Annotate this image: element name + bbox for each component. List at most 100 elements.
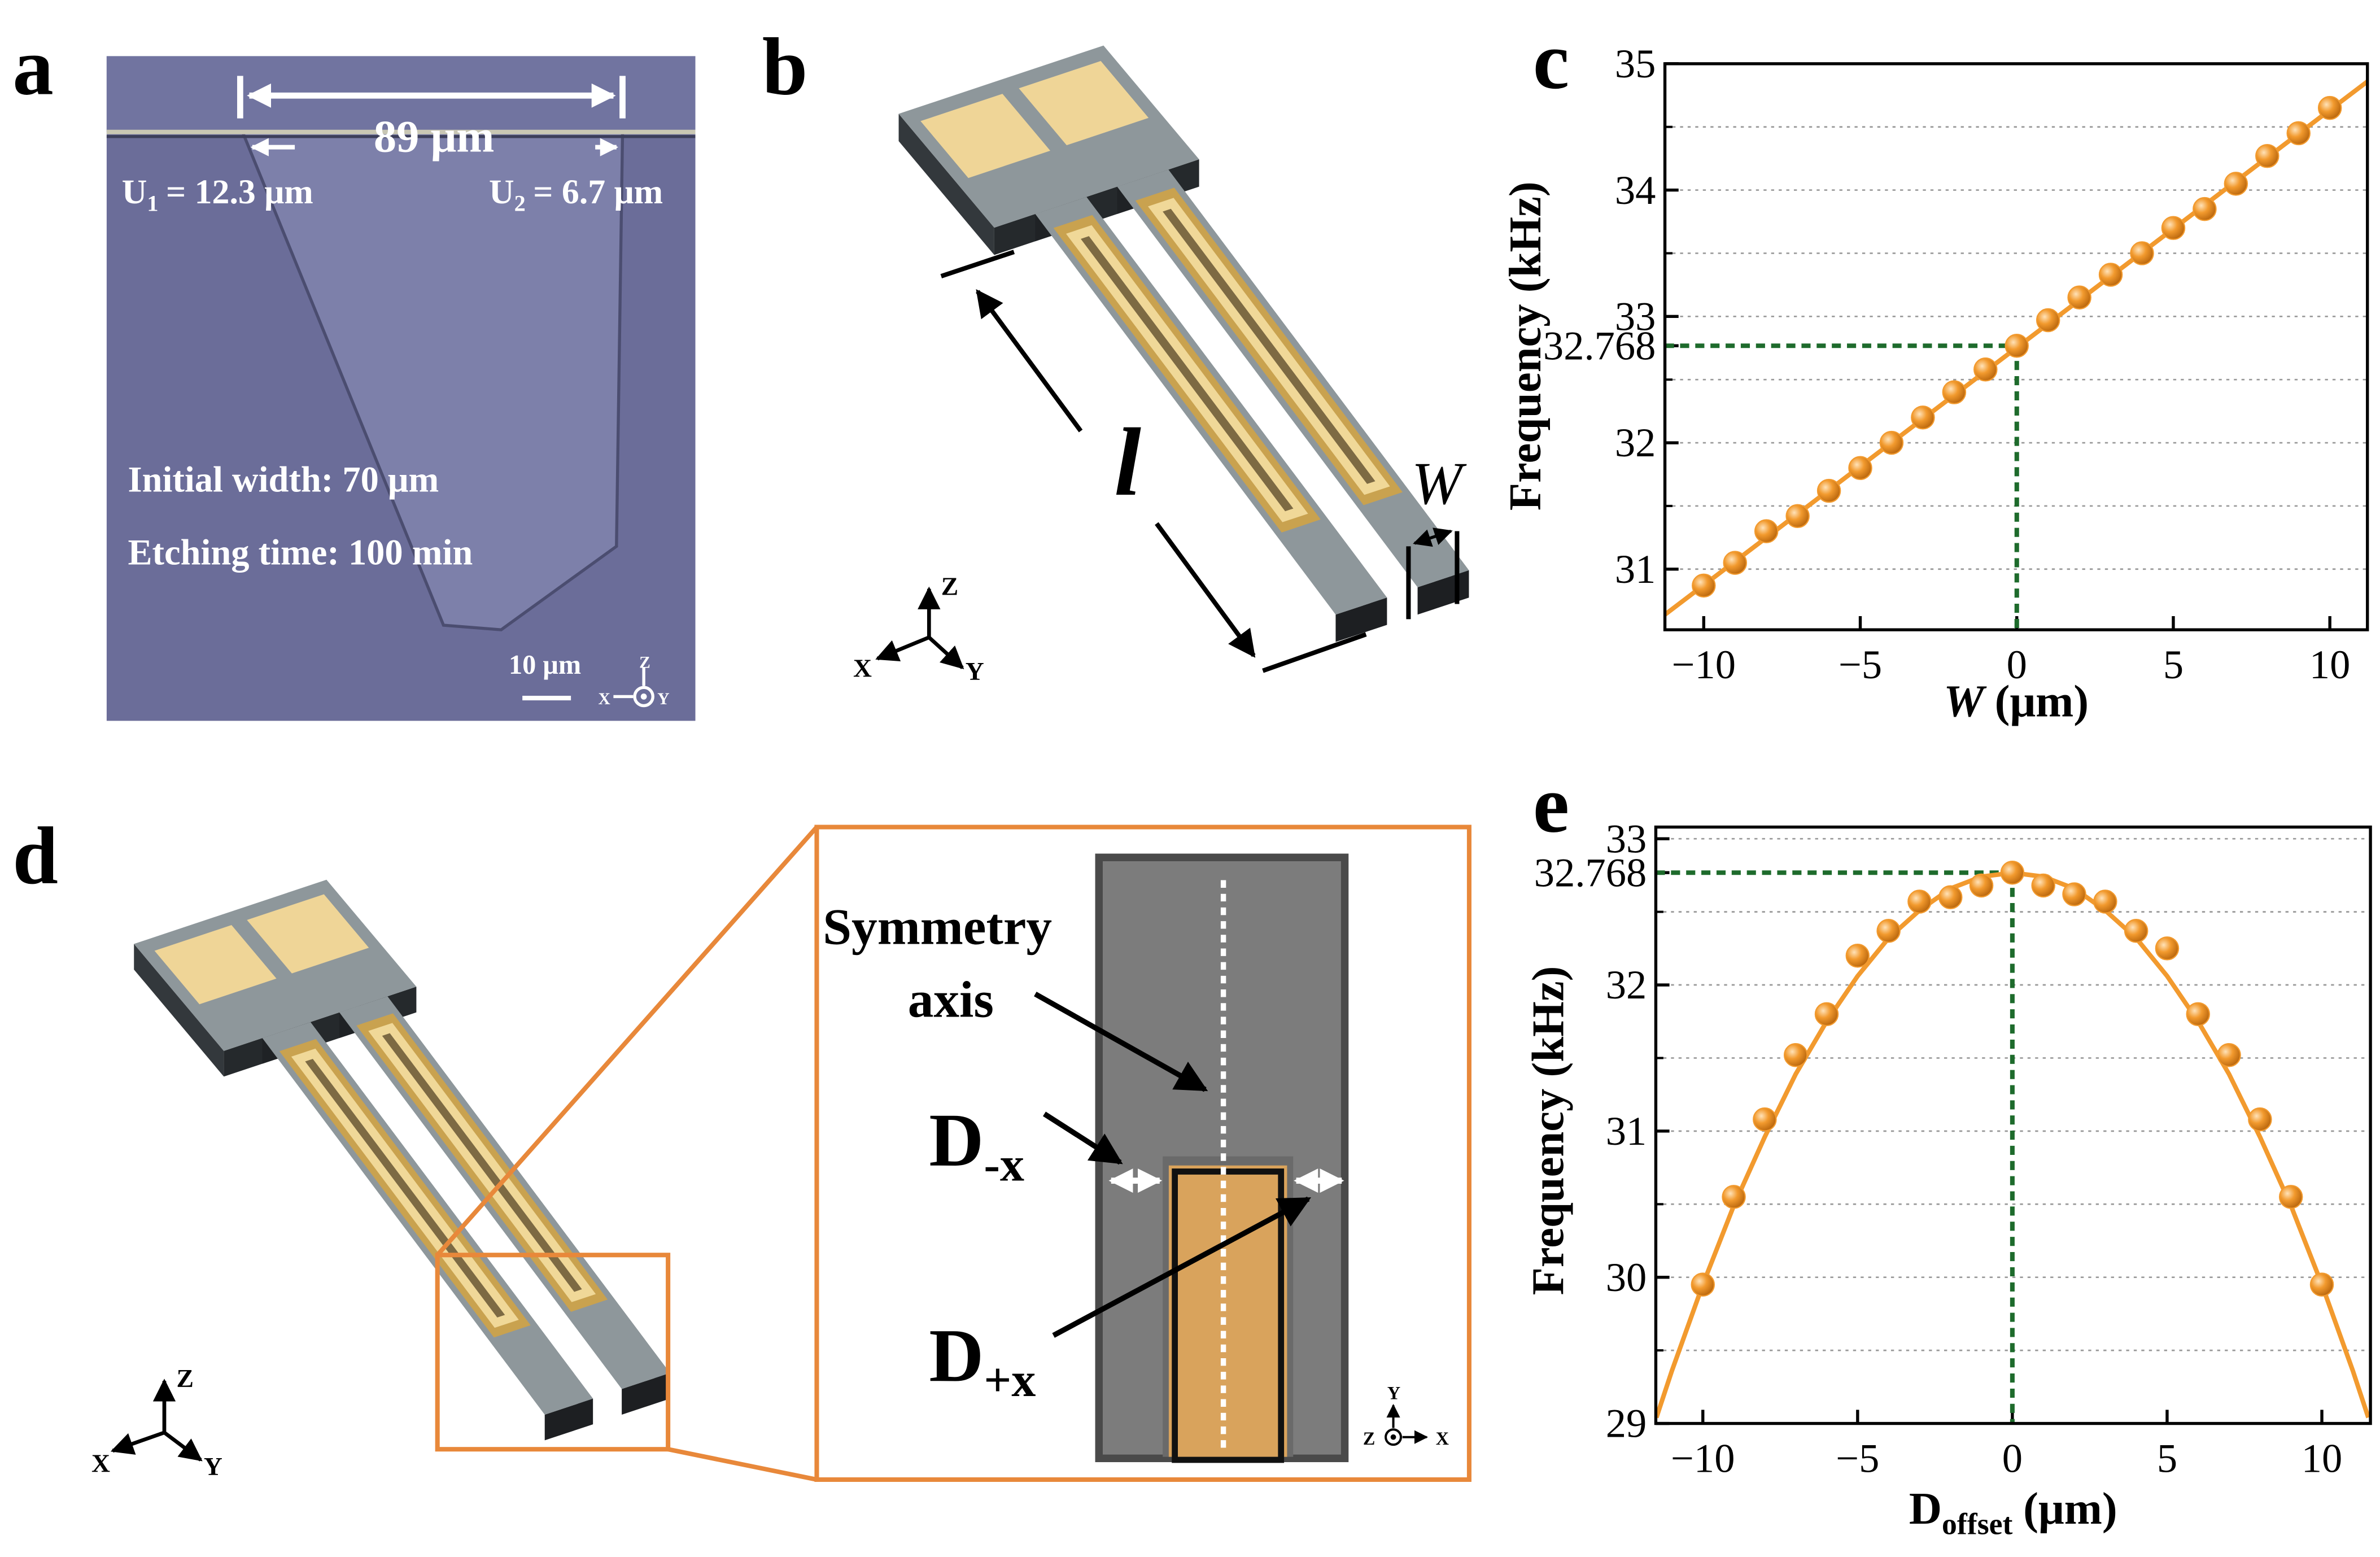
data-point xyxy=(2193,197,2217,221)
x-tick-label: −5 xyxy=(1839,642,1882,687)
data-point xyxy=(1969,873,1994,898)
x-tick-label: 5 xyxy=(2157,1436,2177,1481)
axis-x: X xyxy=(1436,1428,1449,1449)
data-point xyxy=(1722,1185,1746,1209)
u2-rest: = 6.7 μm xyxy=(533,173,663,211)
x-label-unit: (μm) xyxy=(2023,1484,2117,1534)
initial-width: Initial width: 70 μm xyxy=(128,460,439,500)
micrograph xyxy=(106,56,696,721)
u2-main: U xyxy=(489,173,514,211)
y-axis-label: Frequency (kHz) xyxy=(1500,181,1551,511)
y-tick-label: 32.768 xyxy=(1543,322,1656,368)
d-main: D xyxy=(929,1098,984,1183)
data-point xyxy=(2186,1002,2211,1027)
data-point xyxy=(1753,1107,1777,1132)
axis-z: Z xyxy=(941,572,958,600)
axis-y: Y xyxy=(966,657,984,686)
data-point xyxy=(2098,263,2123,287)
y-tick-label: 30 xyxy=(1606,1254,1647,1300)
y-tick-label: 31 xyxy=(1615,546,1656,592)
data-point xyxy=(1754,519,1779,543)
panel-label: a xyxy=(12,22,54,112)
x-axis-label: W (μm) xyxy=(1944,676,2089,726)
data-point xyxy=(2224,172,2248,196)
y-tick-label: 32.768 xyxy=(1534,849,1647,895)
axis-y: Y xyxy=(1387,1383,1400,1403)
etching-time: Etching time: 100 min xyxy=(128,533,473,573)
panel-label: e xyxy=(1533,760,1569,850)
u1-sub: 1 xyxy=(147,191,158,216)
data-point xyxy=(2278,1185,2303,1209)
x-axis-label: Doffset (μm) xyxy=(1909,1484,2117,1541)
data-point xyxy=(2062,882,2086,906)
x-tick-label: −10 xyxy=(1672,642,1736,687)
u1-rest: = 12.3 μm xyxy=(166,173,313,211)
data-point xyxy=(2005,333,2029,358)
d-sub: -x xyxy=(984,1137,1024,1192)
data-point xyxy=(1879,430,1904,455)
plot-frame xyxy=(1663,62,2369,631)
data-point xyxy=(2036,308,2060,333)
panel-label: b xyxy=(762,22,808,112)
panel-label: c xyxy=(1533,16,1569,106)
axis-y: Y xyxy=(657,690,669,708)
u1-label: U1 = 12.3 μm xyxy=(122,173,313,216)
data-point xyxy=(1691,1272,1715,1297)
data-point xyxy=(1814,1002,1839,1027)
data-point xyxy=(1723,551,1747,575)
data-point xyxy=(2255,143,2279,168)
axis-x: X xyxy=(91,1449,110,1478)
data-point xyxy=(1938,885,1963,909)
y-tick-label: 34 xyxy=(1615,167,1656,213)
data-point xyxy=(2155,936,2180,961)
y-tick-label: 32 xyxy=(1606,962,1647,1008)
zoom-box xyxy=(435,825,1471,1482)
u2-label: U2 = 6.7 μm xyxy=(489,173,663,216)
y-axis-label: Frequency (kHz) xyxy=(1523,966,1574,1295)
x-tick-label: 0 xyxy=(2002,1436,2023,1481)
symmetry-label: axis xyxy=(908,971,994,1028)
d-main: D xyxy=(929,1314,984,1398)
symmetry-label: Symmetry xyxy=(823,898,1052,955)
axis-x: X xyxy=(599,690,610,708)
plot-frame xyxy=(1654,825,2372,1425)
x-tick-label: −5 xyxy=(1836,1436,1879,1481)
data-point xyxy=(2286,121,2311,146)
y-tick-label: 29 xyxy=(1606,1401,1647,1446)
data-point xyxy=(1973,357,1998,382)
axis-z: Z xyxy=(1363,1428,1375,1449)
x-label-sub: offset xyxy=(1942,1507,2012,1541)
panel-label: d xyxy=(12,811,58,901)
data-point xyxy=(1783,1043,1808,1067)
data-point xyxy=(1692,573,1716,598)
y-tick-label: 32 xyxy=(1615,420,1656,465)
data-point xyxy=(2130,241,2154,265)
data-point xyxy=(1785,504,1810,529)
u1-main: U xyxy=(122,173,147,211)
d-sub: +x xyxy=(984,1353,1036,1407)
data-point xyxy=(2031,873,2055,898)
dimension-lines xyxy=(875,250,1460,673)
y-tick-label: 31 xyxy=(1606,1108,1647,1154)
scale-label: 10 μm xyxy=(509,650,581,680)
x-tick-label: 5 xyxy=(2163,642,2184,687)
u2-sub: 2 xyxy=(514,191,526,216)
data-point xyxy=(2124,919,2148,943)
data-point xyxy=(2317,95,2342,120)
inset xyxy=(110,853,1429,1463)
data-point xyxy=(2217,1043,2241,1067)
data-point xyxy=(1911,405,1935,430)
x-tick-label: −10 xyxy=(1671,1436,1735,1481)
x-label-main: D xyxy=(1909,1484,1942,1534)
data-point xyxy=(2248,1107,2272,1132)
y-tick-label: 33 xyxy=(1615,293,1656,339)
axis-z: Z xyxy=(639,653,650,671)
data-point xyxy=(1848,456,1872,481)
x-label-unit: (μm) xyxy=(1995,676,2089,726)
data-point xyxy=(2067,285,2091,309)
width-label: 89 μm xyxy=(374,112,495,162)
chart: 31 32 33 34 35 32.768 −10 −5 0 5 10 Frequency (kHz)… xyxy=(1500,41,2369,726)
axis-y: Y xyxy=(204,1452,222,1481)
